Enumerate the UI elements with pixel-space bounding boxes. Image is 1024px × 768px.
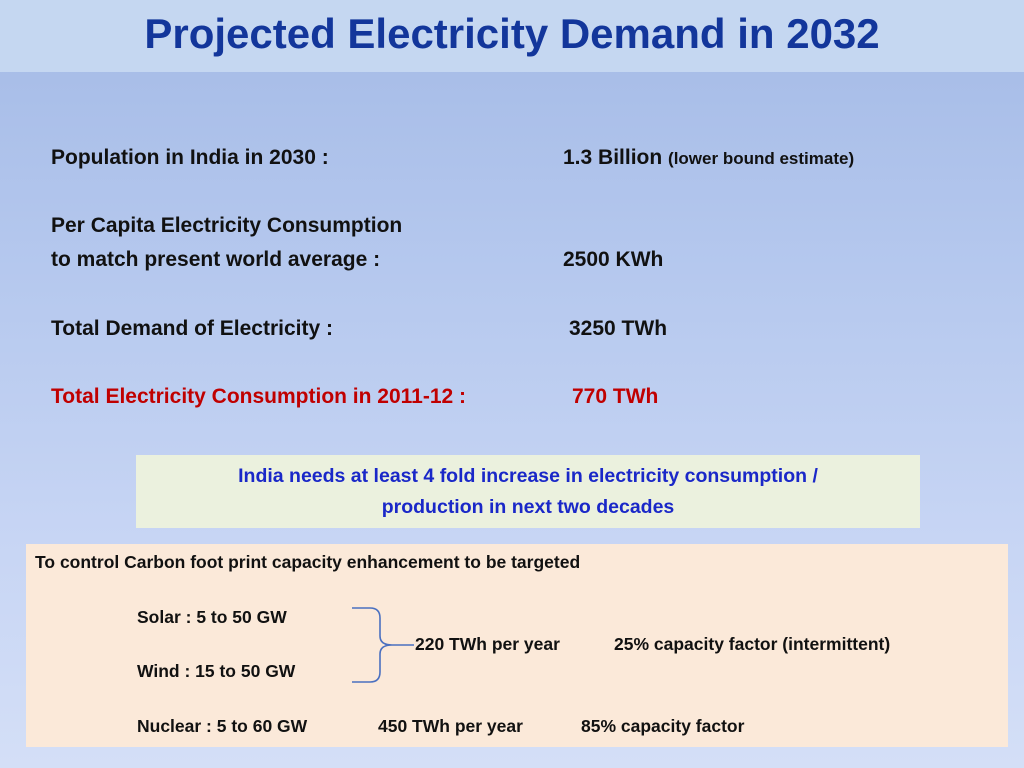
fold-increase-callout: India needs at least 4 fold increase in …	[136, 455, 920, 528]
consumption-label: Total Electricity Consumption in 2011-12…	[51, 385, 467, 408]
curly-brace-icon	[352, 607, 414, 683]
callout-line2: production in next two decades	[381, 496, 675, 518]
renewables-output: 220 TWh per year	[415, 634, 560, 654]
title-bar	[0, 0, 1024, 72]
solar-capacity: Solar : 5 to 50 GW	[137, 607, 287, 627]
per-capita-value: 2500 KWh	[563, 248, 664, 271]
total-demand-value: 3250 TWh	[569, 317, 668, 340]
population-value-row: 1.3 Billion (lower bound estimate)	[563, 146, 854, 170]
population-note: (lower bound estimate)	[668, 149, 855, 168]
callout-line1: India needs at least 4 fold increase in …	[238, 465, 818, 487]
carbon-heading: To control Carbon foot print capacity en…	[35, 552, 581, 572]
population-value: 1.3 Billion	[563, 146, 663, 169]
population-label: Population in India in 2030 :	[51, 146, 329, 169]
slide-title: Projected Electricity Demand in 2032	[144, 10, 880, 57]
nuclear-output: 450 TWh per year	[378, 716, 523, 736]
nuclear-capacity-factor: 85% capacity factor	[581, 716, 745, 736]
wind-capacity: Wind : 15 to 50 GW	[137, 661, 296, 681]
total-demand-label: Total Demand of Electricity :	[51, 317, 333, 340]
per-capita-label-line2: to match present world average :	[51, 248, 381, 271]
consumption-value: 770 TWh	[572, 385, 659, 408]
nuclear-capacity: Nuclear : 5 to 60 GW	[137, 716, 308, 736]
renewables-capacity-factor: 25% capacity factor (intermittent)	[614, 634, 891, 654]
per-capita-label-line1: Per Capita Electricity Consumption	[51, 214, 403, 237]
carbon-footprint-box	[26, 544, 1008, 747]
